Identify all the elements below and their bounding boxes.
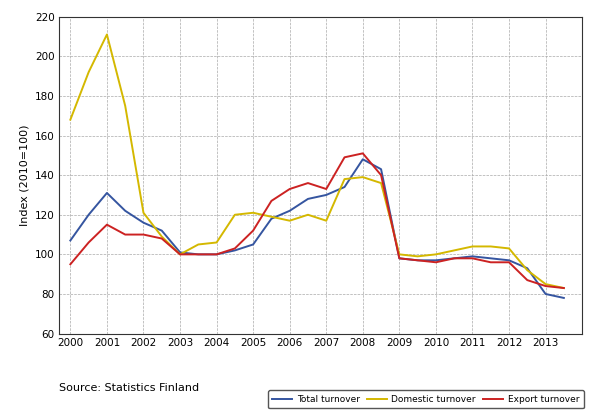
Y-axis label: Index (2010=100): Index (2010=100) bbox=[19, 124, 29, 226]
Text: Source: Statistics Finland: Source: Statistics Finland bbox=[59, 383, 200, 393]
Legend: Total turnover, Domestic turnover, Export turnover: Total turnover, Domestic turnover, Expor… bbox=[268, 390, 583, 408]
